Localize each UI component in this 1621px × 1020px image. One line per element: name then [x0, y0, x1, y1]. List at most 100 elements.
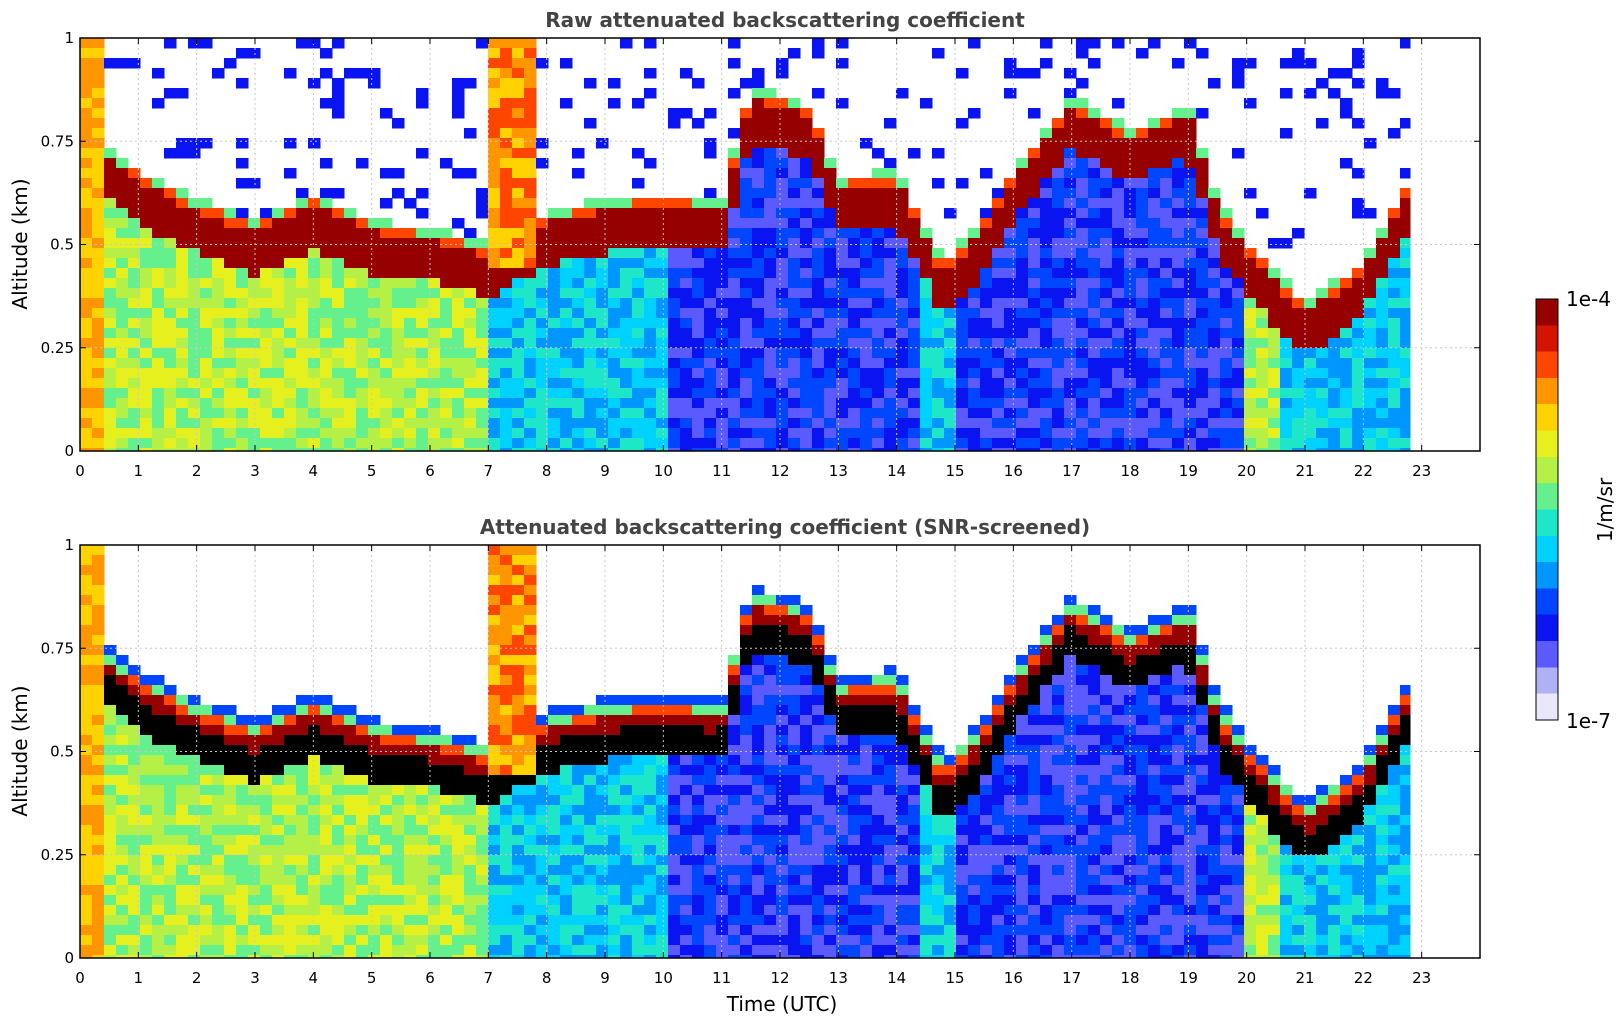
heatmap-cell: [1280, 418, 1293, 429]
heatmap-cell: [1376, 438, 1389, 449]
heatmap-cell: [632, 238, 645, 249]
heatmap-cell: [308, 208, 321, 219]
heatmap-cell: [92, 248, 105, 259]
heatmap-cell: [188, 278, 201, 289]
heatmap-cell: [932, 368, 945, 379]
heatmap-cell: [488, 845, 501, 856]
heatmap-cell: [176, 895, 189, 906]
heatmap-cell: [992, 438, 1005, 449]
heatmap-cell: [644, 875, 657, 886]
heatmap-cell: [680, 825, 693, 836]
heatmap-cell: [188, 875, 201, 886]
heatmap-cell: [860, 248, 873, 259]
heatmap-cell: [368, 278, 381, 289]
heatmap-cell: [164, 208, 177, 219]
heatmap-cell: [452, 775, 465, 786]
heatmap-cell: [752, 735, 765, 746]
heatmap-cell: [440, 408, 453, 419]
heatmap-cell: [1064, 208, 1077, 219]
heatmap-cell: [752, 338, 765, 349]
heatmap-cell: [356, 895, 369, 906]
heatmap-cell: [896, 318, 909, 329]
heatmap-cell: [1268, 378, 1281, 389]
heatmap-cell: [572, 945, 585, 956]
heatmap-cell: [488, 895, 501, 906]
heatmap-cell: [116, 685, 129, 696]
heatmap-cell: [392, 408, 405, 419]
heatmap-cell: [632, 705, 645, 716]
heatmap-cell: [992, 228, 1005, 239]
heatmap-cell: [1028, 388, 1041, 399]
heatmap-cell: [1208, 348, 1221, 359]
heatmap-cell: [476, 248, 489, 259]
x-tick-label: 4: [309, 462, 319, 480]
heatmap-cell: [440, 855, 453, 866]
heatmap-cell: [596, 358, 609, 369]
heatmap-cell: [392, 785, 405, 796]
heatmap-cell: [272, 935, 285, 946]
heatmap-cell: [116, 695, 129, 706]
heatmap-cell: [1316, 368, 1329, 379]
heatmap-cell: [908, 268, 921, 279]
heatmap-cell: [416, 338, 429, 349]
heatmap-cell: [896, 368, 909, 379]
heatmap-cell: [656, 408, 669, 419]
heatmap-cell: [272, 735, 285, 746]
heatmap-cell: [320, 815, 333, 826]
heatmap-cell: [884, 168, 897, 179]
heatmap-cell: [908, 388, 921, 399]
heatmap-cell: [728, 328, 741, 339]
heatmap-cell: [272, 705, 285, 716]
heatmap-cell: [308, 835, 321, 846]
heatmap-cell: [1400, 198, 1411, 209]
heatmap-cell: [824, 388, 837, 399]
heatmap-cell: [896, 238, 909, 249]
heatmap-cell: [320, 268, 333, 279]
heatmap-cell: [668, 885, 681, 896]
heatmap-cell: [1016, 198, 1029, 209]
heatmap-cell: [548, 208, 561, 219]
heatmap-cell: [728, 915, 741, 926]
heatmap-cell: [776, 308, 789, 319]
heatmap-cell: [692, 298, 705, 309]
heatmap-cell: [608, 318, 621, 329]
heatmap-cell: [236, 438, 249, 449]
heatmap-cell: [1004, 208, 1017, 219]
heatmap-cell: [836, 338, 849, 349]
heatmap-cell: [128, 955, 141, 959]
heatmap-cell: [1244, 278, 1257, 289]
heatmap-cell: [920, 98, 933, 109]
heatmap-cell: [332, 448, 345, 452]
heatmap-cell: [656, 865, 669, 876]
heatmap-cell: [1232, 348, 1245, 359]
heatmap-cell: [800, 448, 813, 452]
heatmap-cell: [152, 228, 165, 239]
heatmap-cell: [884, 378, 897, 389]
heatmap-cell: [368, 68, 381, 79]
heatmap-cell: [92, 338, 105, 349]
heatmap-cell: [620, 338, 633, 349]
heatmap-cell: [92, 328, 105, 339]
heatmap-cell: [692, 118, 705, 129]
heatmap-cell: [680, 358, 693, 369]
heatmap-cell: [572, 905, 585, 916]
heatmap-cell: [572, 775, 585, 786]
heatmap-cell: [1340, 328, 1353, 339]
heatmap-cell: [272, 955, 285, 959]
heatmap-cell: [992, 278, 1005, 289]
heatmap-cell: [596, 845, 609, 856]
heatmap-cell: [920, 448, 933, 452]
heatmap-cell: [392, 398, 405, 409]
heatmap-cell: [512, 595, 525, 606]
heatmap-cell: [944, 328, 957, 339]
heatmap-cell: [92, 408, 105, 419]
heatmap-cell: [1052, 288, 1065, 299]
heatmap-cell: [152, 338, 165, 349]
heatmap-cell: [548, 258, 561, 269]
heatmap-cell: [92, 128, 105, 139]
heatmap-cell: [248, 258, 261, 269]
heatmap-cell: [1352, 318, 1365, 329]
heatmap-cell: [536, 945, 549, 956]
heatmap-cell: [680, 408, 693, 419]
heatmap-cell: [536, 428, 549, 439]
